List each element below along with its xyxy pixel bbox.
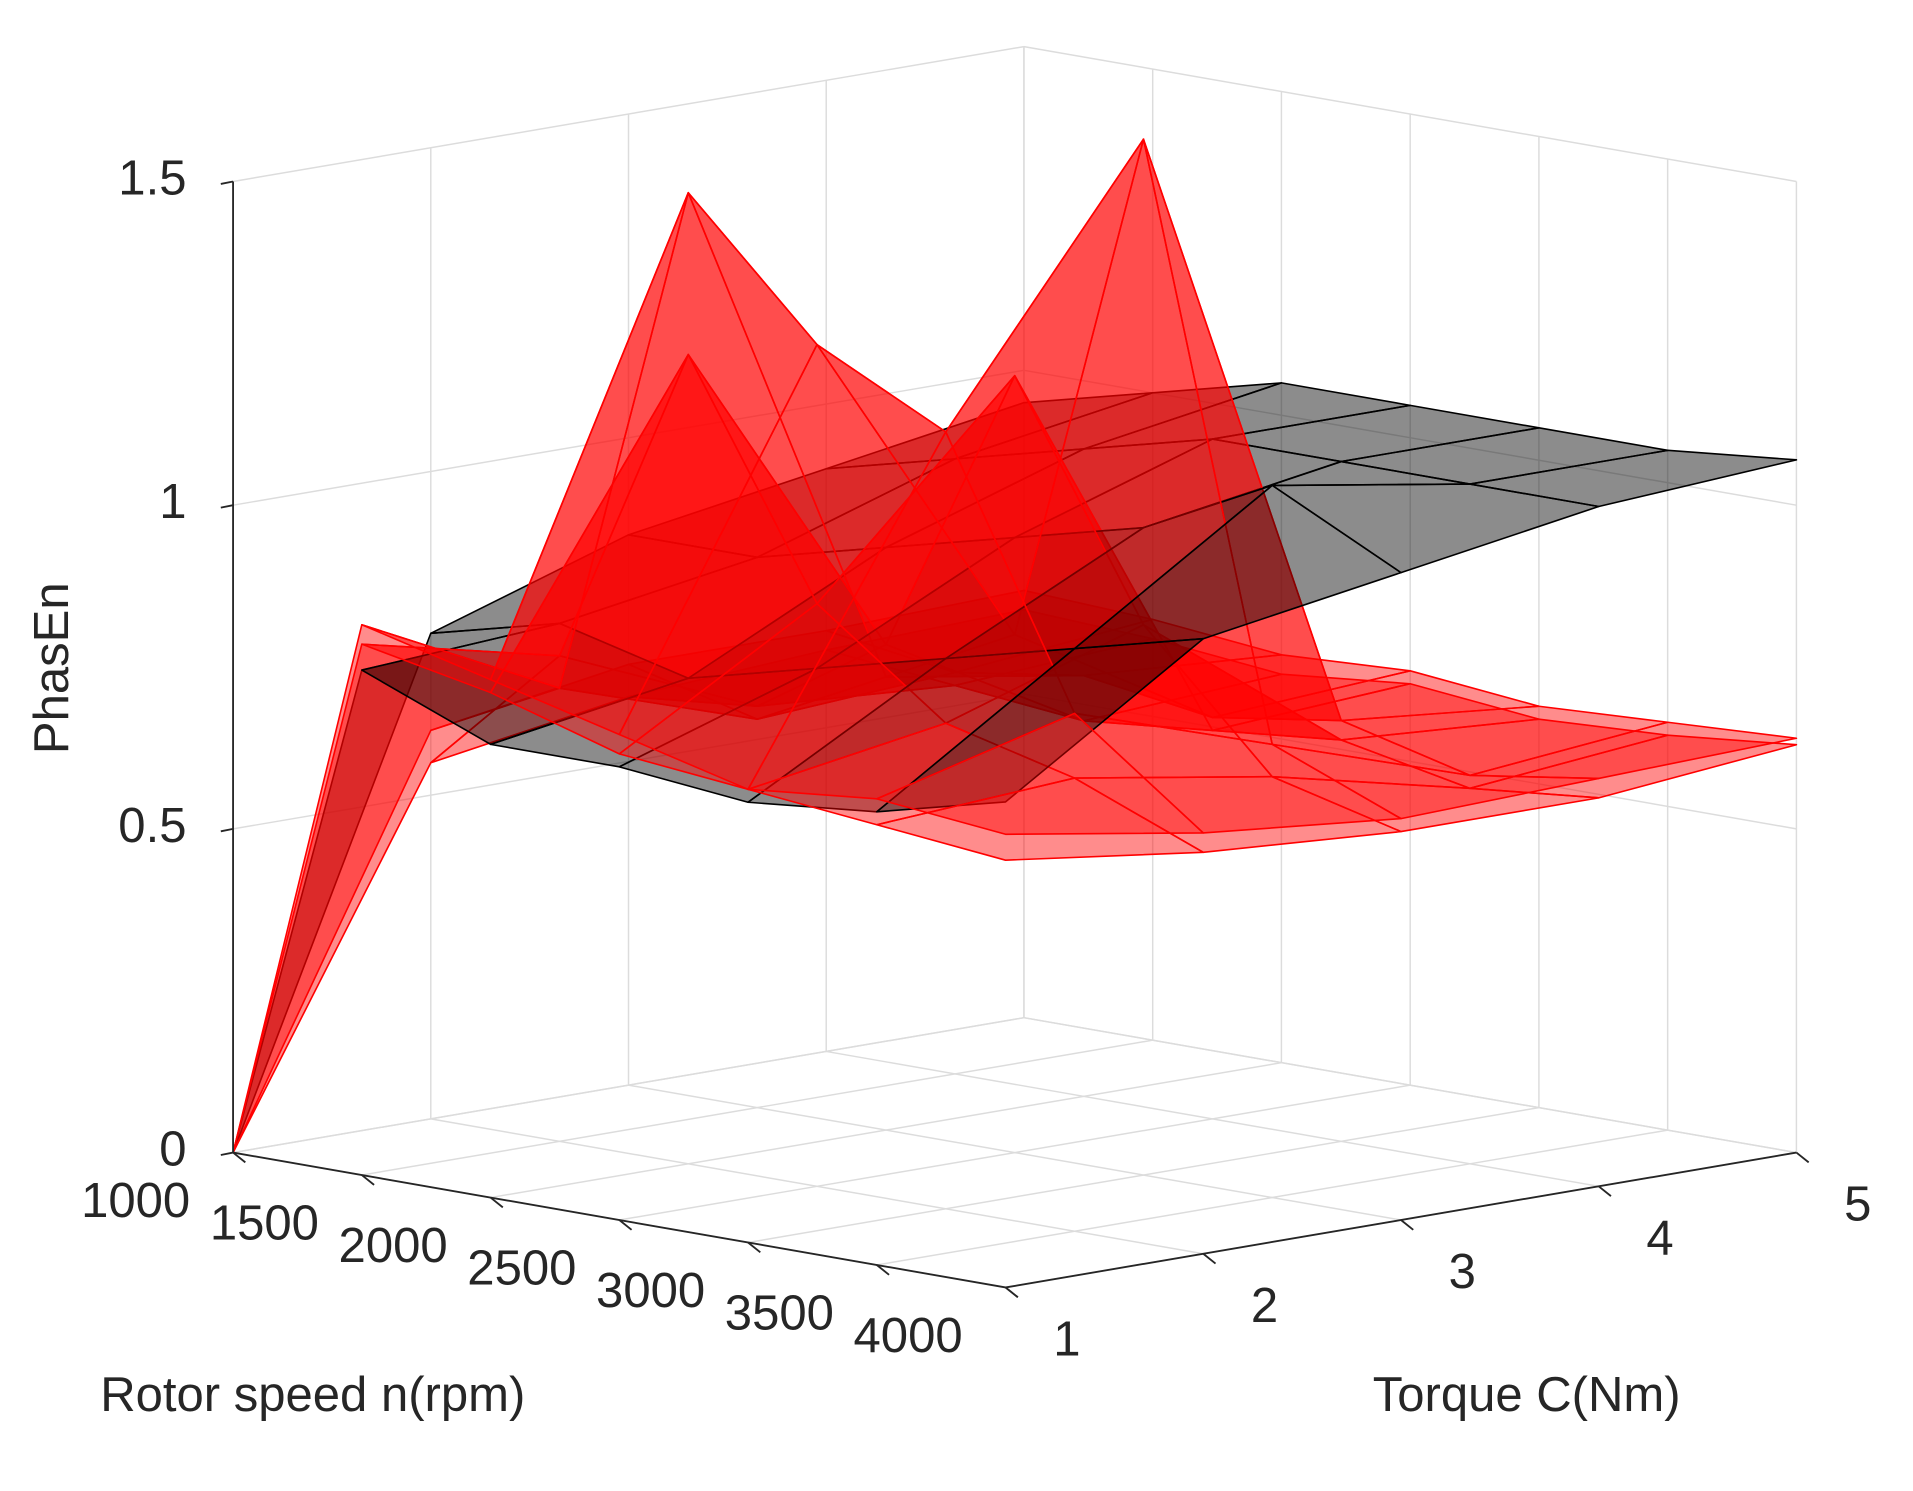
z-tick-label: 0.5 — [118, 799, 186, 853]
z-tick-label: 0 — [159, 1123, 186, 1177]
y-tick-label: 1 — [1053, 1313, 1080, 1367]
x-tick — [232, 1151, 246, 1164]
x-tick-label: 3500 — [725, 1286, 834, 1340]
z-axis-label: PhasEn — [25, 582, 79, 754]
z-tick — [220, 1151, 234, 1156]
x-tick — [361, 1174, 375, 1186]
y-axis — [1005, 1151, 1797, 1289]
x-tick — [618, 1219, 633, 1231]
x-tick — [876, 1264, 890, 1276]
axes: 0 0.5 1 1.5 1000 1500 2000 2500 3000 3500 4000 1 2 3 4… — [81, 151, 1871, 1366]
x-tick-label: 1500 — [210, 1197, 319, 1251]
y-grid-line — [430, 1118, 1204, 1255]
y-grid-line — [628, 1084, 1402, 1221]
x-tick-label: 2000 — [339, 1219, 448, 1273]
y-grid-line — [1023, 1016, 1797, 1154]
y-tick-label: 5 — [1844, 1178, 1871, 1232]
y-axis-label: Torque C(Nm) — [1373, 1368, 1681, 1422]
y-tick-label: 2 — [1251, 1279, 1278, 1333]
y-tick-label: 4 — [1646, 1211, 1673, 1265]
x-tick-label: 2500 — [467, 1241, 576, 1295]
y-tick-label: 3 — [1449, 1245, 1476, 1299]
x-tick-label: 1000 — [81, 1174, 190, 1228]
z-tick — [220, 504, 234, 509]
x-tick — [489, 1196, 504, 1209]
x-tick-label: 3000 — [596, 1264, 705, 1318]
y-grid-line — [826, 1050, 1599, 1188]
surface-patch — [876, 712, 1205, 836]
z-tick-label: 1.5 — [118, 151, 186, 205]
surface-patch — [876, 777, 1205, 861]
y-tick — [1400, 1219, 1414, 1231]
y-tick — [1795, 1151, 1810, 1164]
y-tick — [1202, 1253, 1217, 1265]
x-tick-label: 4000 — [854, 1309, 963, 1363]
surfaces — [232, 138, 1798, 1154]
x-tick — [747, 1241, 761, 1254]
y-tick — [1004, 1286, 1019, 1298]
z-tick-label: 1 — [159, 475, 186, 529]
x-axis-label: Rotor speed n(rpm) — [100, 1368, 525, 1422]
z-tick — [220, 180, 234, 185]
z-tick — [220, 827, 234, 833]
y-tick — [1598, 1185, 1612, 1197]
